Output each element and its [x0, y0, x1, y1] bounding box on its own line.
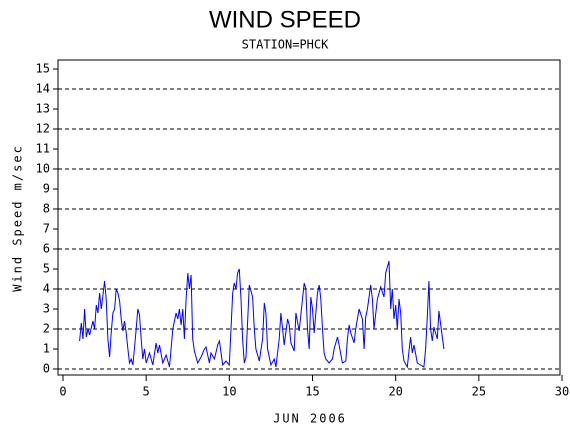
chart-subtitle: STATION=PHCK	[242, 38, 329, 52]
x-tick-label: 25	[472, 385, 486, 399]
x-tick-label: 20	[388, 385, 402, 399]
y-tick-label: 11	[36, 142, 50, 156]
y-tick-label: 1	[43, 342, 50, 356]
y-tick-label: 4	[43, 282, 50, 296]
y-tick-label: 7	[43, 222, 50, 236]
y-tick-label: 8	[43, 202, 50, 216]
y-tick-label: 10	[36, 162, 50, 176]
y-tick-label: 5	[43, 262, 50, 276]
y-tick-label: 2	[43, 322, 50, 336]
y-tick-label: 0	[43, 362, 50, 376]
x-tick-label: 0	[59, 385, 66, 399]
x-tick-label: 15	[305, 385, 319, 399]
data-line	[79, 260, 445, 369]
x-tick-label: 10	[222, 385, 236, 399]
x-tick-label: 30	[555, 385, 569, 399]
y-tick-label: 12	[36, 122, 50, 136]
x-axis-label: JUN 2006	[273, 412, 347, 426]
x-tick-label: 5	[143, 385, 150, 399]
y-axis-label: Wind Speed m/sec	[11, 144, 25, 292]
y-tick-label: 15	[36, 62, 50, 76]
y-tick-label: 13	[36, 102, 50, 116]
y-tick-label: 6	[43, 242, 50, 256]
y-tick-label: 3	[43, 302, 50, 316]
chart-title: WIND SPEED	[209, 6, 361, 33]
y-tick-label: 14	[36, 82, 50, 96]
plot-frame	[57, 59, 561, 376]
y-tick-label: 9	[43, 182, 50, 196]
